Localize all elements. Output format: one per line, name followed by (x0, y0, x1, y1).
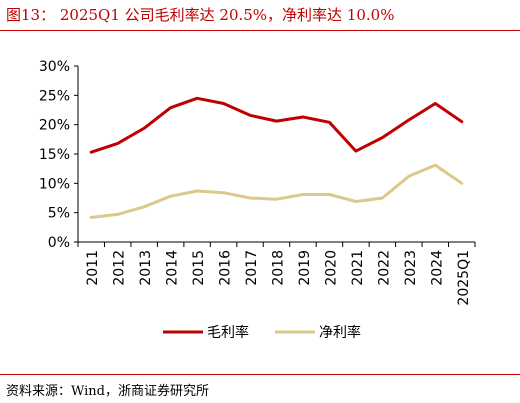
series-line-gross-margin (89, 96, 464, 154)
x-tick-label: 2023 (403, 250, 419, 286)
y-tick-label: 20% (39, 118, 70, 134)
title-divider (0, 30, 520, 31)
x-tick-label: 2012 (112, 250, 128, 286)
x-tick-label: 2014 (165, 250, 181, 286)
series-line-net-margin (89, 163, 464, 219)
series-lines (89, 96, 464, 219)
y-tick-label: 10% (39, 176, 70, 192)
y-tick-label: 5% (48, 206, 70, 222)
legend-label: 净利率 (319, 324, 361, 341)
x-tick-label: 2022 (376, 250, 392, 286)
legend-label: 毛利率 (207, 324, 249, 341)
chart-title: 图13： 2025Q1 公司毛利率达 20.5%，净利率达 10.0% (6, 6, 395, 24)
y-tick-label: 0% (48, 235, 70, 251)
x-tick-label: 2015 (191, 250, 207, 286)
y-tick-label: 30% (39, 59, 70, 75)
x-tick-label: 2017 (244, 250, 260, 286)
legend: 毛利率 净利率 (163, 324, 361, 341)
x-tick-label: 2021 (350, 250, 366, 286)
y-tick-label: 15% (39, 147, 70, 163)
x-tick-label: 2024 (429, 250, 445, 286)
x-tick-label: 2018 (271, 250, 287, 286)
x-tick-label: 2025Q1 (456, 250, 472, 306)
y-tick-label: 25% (39, 88, 70, 104)
x-tick-label: 2020 (323, 250, 339, 286)
x-axis: 2011 2012 2013 2014 2015 2016 2017 2018 2019 2020… (77, 241, 476, 306)
source-note: 资料来源：Wind，浙商证券研究所 (6, 384, 209, 399)
y-axis: 0% 5% 10% 15% 20% 25% 30% (39, 59, 79, 251)
x-tick-label: 2016 (218, 250, 234, 286)
x-tick-label: 2019 (297, 250, 313, 286)
x-tick-label: 2013 (138, 250, 154, 286)
source-divider (0, 374, 520, 375)
x-tick-label: 2011 (85, 250, 101, 286)
